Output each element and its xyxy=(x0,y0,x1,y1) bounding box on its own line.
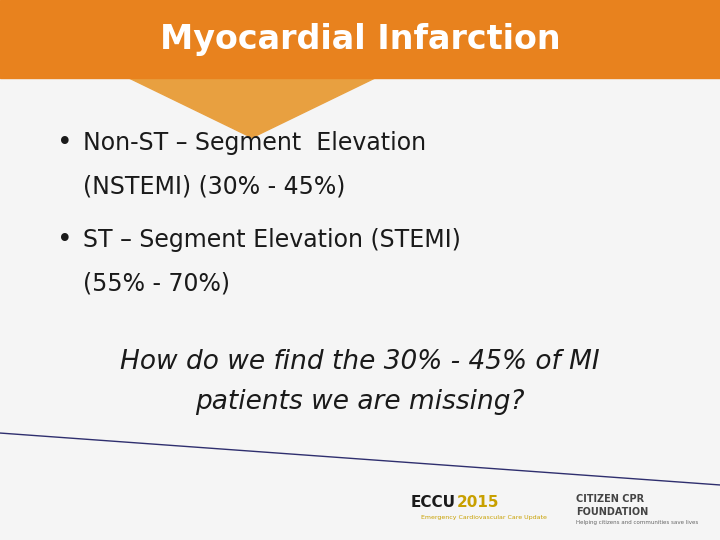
Text: Myocardial Infarction: Myocardial Infarction xyxy=(160,23,560,56)
Text: FOUNDATION: FOUNDATION xyxy=(576,507,648,517)
Text: (55% - 70%): (55% - 70%) xyxy=(83,272,230,295)
Text: •: • xyxy=(57,130,73,156)
Text: 2015: 2015 xyxy=(457,495,500,510)
Text: Emergency Cardiovascular Care Update: Emergency Cardiovascular Care Update xyxy=(421,515,547,520)
Text: patients we are missing?: patients we are missing? xyxy=(195,389,525,415)
Polygon shape xyxy=(130,78,374,138)
Bar xyxy=(0,0,720,78)
Text: ST – Segment Elevation (STEMI): ST – Segment Elevation (STEMI) xyxy=(83,228,461,252)
Text: Helping citizens and communities save lives: Helping citizens and communities save li… xyxy=(576,519,698,525)
Text: •: • xyxy=(57,227,73,253)
Text: How do we find the 30% - 45% of MI: How do we find the 30% - 45% of MI xyxy=(120,349,600,375)
Text: (NSTEMI) (30% - 45%): (NSTEMI) (30% - 45%) xyxy=(83,174,345,198)
Text: CITIZEN CPR: CITIZEN CPR xyxy=(576,495,644,504)
Text: Non-ST – Segment  Elevation: Non-ST – Segment Elevation xyxy=(83,131,426,155)
Text: ECCU: ECCU xyxy=(410,495,455,510)
